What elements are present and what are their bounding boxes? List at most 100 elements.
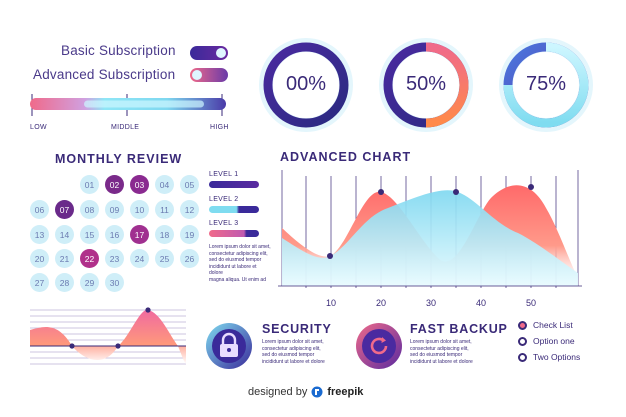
calendar-day[interactable]: 02 [105, 175, 124, 194]
mini-point [145, 307, 151, 313]
slider-label-high: HIGH [210, 124, 229, 131]
gauge-ring [259, 38, 353, 132]
slider-label-low: LOW [30, 124, 47, 131]
basic-subscription-toggle[interactable] [190, 46, 228, 60]
refresh-icon [356, 323, 402, 369]
calendar-day[interactable]: 11 [155, 200, 174, 219]
calendar-day[interactable]: 06 [30, 200, 49, 219]
advanced-subscription-toggle[interactable] [190, 68, 228, 82]
calendar-day[interactable]: 10 [130, 200, 149, 219]
footer-prefix: designed by [248, 386, 308, 398]
option-label: Check List [533, 320, 573, 330]
chart-series-cyan [282, 190, 578, 286]
gauge-ring [499, 38, 593, 132]
advanced-chart [278, 170, 582, 288]
backup-icon-wrap[interactable] [355, 322, 403, 370]
footer-credit: designed by freepik [248, 386, 363, 398]
level-2-label: LEVEL 2 [209, 196, 239, 203]
footer-brand[interactable]: freepik [327, 386, 364, 398]
calendar-day[interactable]: 25 [155, 249, 174, 268]
gauge-2: 75% [498, 37, 594, 133]
gauge-arc [503, 42, 589, 128]
calendar-day[interactable]: 08 [80, 200, 99, 219]
calendar-day[interactable]: 28 [55, 273, 74, 292]
level-3-bar [209, 230, 259, 237]
chart-x-tick: 10 [326, 298, 337, 308]
calendar-day[interactable]: 18 [155, 225, 174, 244]
calendar-day[interactable]: 23 [105, 249, 124, 268]
calendar-day[interactable]: 27 [30, 273, 49, 292]
chart-point [453, 189, 459, 195]
freepik-logo-icon [311, 386, 323, 398]
chart-point [528, 184, 534, 190]
calendar-day[interactable]: 17 [130, 225, 149, 244]
chart-point [327, 253, 333, 259]
calendar-day[interactable]: 14 [55, 225, 74, 244]
mini-area-bottom [72, 346, 186, 364]
calendar-day[interactable]: 12 [180, 200, 199, 219]
calendar-day[interactable]: 29 [80, 273, 99, 292]
mini-area-top [30, 309, 178, 346]
monthly-review-title: MONTHLY REVIEW [55, 152, 183, 166]
chart-point [378, 189, 384, 195]
option-check-list[interactable]: Check List [518, 320, 573, 330]
calendar-day[interactable]: 24 [130, 249, 149, 268]
radio-unchecked-icon [518, 352, 527, 362]
calendar-day[interactable]: 22 [80, 249, 99, 268]
gauge-arc [425, 42, 469, 128]
level-1-label: LEVEL 1 [209, 171, 239, 178]
calendar-day[interactable]: 13 [30, 225, 49, 244]
calendar-day[interactable]: 15 [80, 225, 99, 244]
calendar-day[interactable]: 09 [105, 200, 124, 219]
gauge-value: 50% [405, 73, 447, 95]
option-label: Two Options [533, 352, 581, 362]
calendar-day[interactable]: 20 [30, 249, 49, 268]
option-one[interactable]: Option one [518, 336, 575, 346]
basic-subscription-label: Basic Subscription [61, 43, 176, 58]
slider-label-middle: MIDDLE [111, 124, 140, 131]
gauge-0: 00% [258, 37, 354, 133]
calendar-day[interactable]: 01 [80, 175, 99, 194]
option-label: Option one [533, 336, 575, 346]
levels-description: Lorem ipsum dolor sit amet, consectetur … [209, 244, 271, 283]
chart-x-tick: 50 [526, 298, 537, 308]
level-1-bar [209, 181, 259, 188]
calendar-day[interactable]: 05 [180, 175, 199, 194]
security-icon-wrap[interactable] [205, 322, 253, 370]
slider-range-fill [84, 100, 204, 108]
mini-point [69, 343, 75, 349]
fast-backup-title: FAST BACKUP [410, 322, 508, 336]
gauge-value: 00% [285, 73, 327, 95]
advanced-chart-title: ADVANCED CHART [280, 150, 412, 164]
gauge-ring [379, 38, 473, 132]
security-title: SECURITY [262, 322, 332, 336]
calendar-day[interactable]: 16 [105, 225, 124, 244]
mini-point [115, 343, 121, 349]
range-slider[interactable] [28, 92, 232, 118]
chart-x-tick: 40 [476, 298, 487, 308]
calendar-day[interactable]: 19 [180, 225, 199, 244]
option-two[interactable]: Two Options [518, 352, 580, 362]
calendar-day[interactable]: 07 [55, 200, 74, 219]
lock-icon [206, 323, 252, 369]
calendar-day[interactable]: 21 [55, 249, 74, 268]
level-2-bar [209, 206, 259, 213]
level-3-label: LEVEL 3 [209, 220, 239, 227]
radio-unchecked-icon [518, 336, 527, 346]
toggle-knob [192, 70, 202, 80]
calendar-day[interactable]: 04 [155, 175, 174, 194]
chart-x-tick: 30 [426, 298, 437, 308]
mini-wave-chart [30, 307, 186, 365]
fast-backup-description: Lorem ipsum dolor sit amet, consectetur … [410, 339, 473, 365]
calendar-day[interactable]: 03 [130, 175, 149, 194]
calendar-day[interactable]: 26 [180, 249, 199, 268]
gauge-value: 75% [525, 73, 567, 95]
radio-checked-icon [518, 320, 527, 330]
monthly-calendar: 01 02 03 04 05 06 07 08 09 10 11 12 13 14 15 16 17 18 19 20… [30, 175, 200, 295]
chart-x-tick: 20 [376, 298, 387, 308]
calendar-day[interactable]: 30 [105, 273, 124, 292]
toggle-knob [216, 48, 226, 58]
security-description: Lorem ipsum dolor sit amet, consectetur … [262, 339, 325, 365]
advanced-subscription-label: Advanced Subscription [33, 67, 176, 82]
gauge-1: 50% [378, 37, 474, 133]
